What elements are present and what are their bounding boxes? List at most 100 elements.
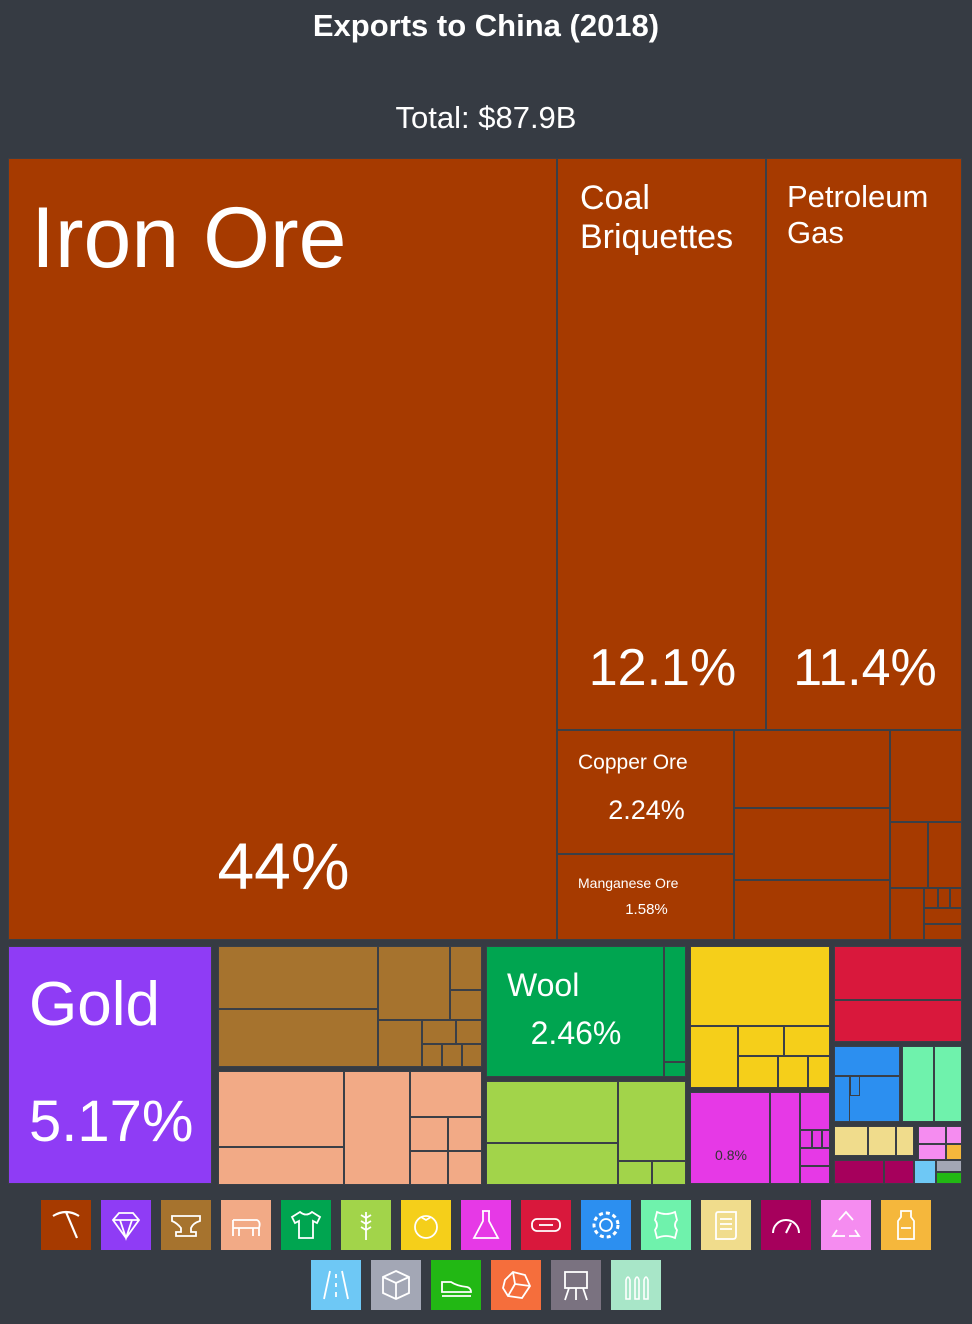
- treemap-cell-metal[interactable]: [442, 1044, 462, 1067]
- treemap-cell-metal[interactable]: [422, 1044, 442, 1067]
- treemap-cell-machine[interactable]: [834, 1046, 900, 1076]
- treemap-cell-small[interactable]: [936, 1160, 962, 1172]
- treemap-cell-plastic[interactable]: [834, 946, 962, 1000]
- treemap-cell-coal-briquettes[interactable]: Coal Briquettes 12.1%: [557, 158, 766, 730]
- legend-item-foodstuffs[interactable]: [401, 1200, 451, 1250]
- treemap-cell-textile[interactable]: [664, 946, 686, 1062]
- treemap-cell-mineral[interactable]: [950, 888, 962, 908]
- treemap-cell-copper-ore[interactable]: Copper Ore 2.24%: [557, 730, 734, 854]
- legend-item-mineral-products[interactable]: [41, 1200, 91, 1250]
- treemap-cell-chemical[interactable]: [800, 1130, 812, 1148]
- treemap-cell-mineral[interactable]: [890, 822, 928, 888]
- treemap-cell-mineral[interactable]: [890, 730, 962, 822]
- treemap-cell-mineral[interactable]: [938, 888, 950, 908]
- treemap-cell-animal[interactable]: [410, 1151, 448, 1185]
- treemap-cell-food[interactable]: [690, 946, 830, 1026]
- treemap-cell-vegetable[interactable]: [486, 1143, 618, 1185]
- treemap-cell-mineral[interactable]: [924, 908, 962, 924]
- treemap-cell-wool[interactable]: Wool 2.46%: [486, 946, 664, 1077]
- treemap-cell-metal[interactable]: [450, 946, 482, 990]
- legend-item-precious-metals[interactable]: [101, 1200, 151, 1250]
- treemap-cell-mineral[interactable]: [734, 880, 890, 940]
- legend-item-vegetable-products[interactable]: [341, 1200, 391, 1250]
- treemap-cell-misc[interactable]: [946, 1126, 962, 1144]
- treemap-cell-iron-ore[interactable]: Iron Ore 44%: [8, 158, 557, 940]
- treemap-cell-animal[interactable]: [410, 1117, 448, 1151]
- treemap-cell-instrument[interactable]: [884, 1160, 914, 1184]
- treemap-cell-misc[interactable]: [918, 1144, 946, 1160]
- treemap-cell-machine[interactable]: [850, 1076, 860, 1096]
- legend-item-stone-and-glass[interactable]: [491, 1260, 541, 1310]
- treemap-cell-animal[interactable]: [448, 1151, 482, 1185]
- treemap-cell-animal[interactable]: [218, 1071, 344, 1147]
- treemap-cell-textile[interactable]: [664, 1062, 686, 1077]
- treemap-cell-small[interactable]: [914, 1160, 936, 1184]
- treemap-cell-food[interactable]: [784, 1026, 830, 1056]
- treemap-cell-chemical[interactable]: [812, 1130, 822, 1148]
- treemap-cell-petroleum-gas[interactable]: Petroleum Gas 11.4%: [766, 158, 962, 730]
- treemap-cell-metal[interactable]: [462, 1044, 482, 1067]
- treemap-cell-mineral[interactable]: [928, 822, 962, 888]
- treemap-cell-chemical[interactable]: [800, 1166, 830, 1184]
- treemap-cell-small[interactable]: [946, 1144, 962, 1160]
- legend-item-footwear-headwear[interactable]: [431, 1260, 481, 1310]
- treemap-cell-metal[interactable]: [218, 1009, 378, 1067]
- treemap-cell-hide[interactable]: [902, 1046, 934, 1122]
- treemap-cell-metal[interactable]: [450, 990, 482, 1020]
- treemap-cell-manganese-ore[interactable]: Manganese Ore 1.58%: [557, 854, 734, 940]
- treemap-cell-vegetable[interactable]: [618, 1161, 652, 1185]
- legend-item-metals[interactable]: [161, 1200, 211, 1250]
- treemap-cell-chemical[interactable]: [800, 1092, 830, 1130]
- legend-item-weapons[interactable]: [611, 1260, 661, 1310]
- treemap-cell-plastic[interactable]: [834, 1000, 962, 1042]
- treemap-cell-metal[interactable]: [422, 1020, 456, 1044]
- legend-item-animal-hides[interactable]: [641, 1200, 691, 1250]
- treemap-cell-metal[interactable]: [378, 1020, 422, 1067]
- legend-item-arts-antiques[interactable]: [551, 1260, 601, 1310]
- treemap-cell-metal[interactable]: [218, 946, 378, 1009]
- treemap-cell-vegetable[interactable]: [486, 1081, 618, 1143]
- treemap-cell-metal[interactable]: [378, 946, 450, 1020]
- treemap-cell-chemical-main[interactable]: 0.8%: [690, 1092, 770, 1184]
- treemap-cell-chemical[interactable]: [822, 1130, 830, 1148]
- treemap-cell-instrument[interactable]: [834, 1160, 884, 1184]
- legend-item-animal-products[interactable]: [221, 1200, 271, 1250]
- treemap-cell-machine[interactable]: [834, 1076, 850, 1122]
- treemap-cell-metal[interactable]: [456, 1020, 482, 1044]
- legend-item-textiles[interactable]: [281, 1200, 331, 1250]
- legend-item-stone-glass[interactable]: [371, 1260, 421, 1310]
- treemap-cell-food[interactable]: [808, 1056, 830, 1088]
- treemap-cell-animal[interactable]: [410, 1071, 482, 1117]
- legend-item-transportation[interactable]: [311, 1260, 361, 1310]
- treemap-cell-paper[interactable]: [834, 1126, 868, 1156]
- treemap-cell-chemical[interactable]: [800, 1148, 830, 1166]
- treemap-cell-vegetable[interactable]: [652, 1161, 686, 1185]
- treemap-cell-food[interactable]: [738, 1056, 778, 1088]
- treemap-cell-gold[interactable]: Gold 5.17%: [8, 946, 212, 1184]
- treemap-cell-mineral[interactable]: [734, 808, 890, 880]
- treemap-cell-food[interactable]: [690, 1026, 738, 1088]
- treemap-cell-paper[interactable]: [896, 1126, 914, 1156]
- legend-item-instruments[interactable]: [761, 1200, 811, 1250]
- treemap-cell-mineral[interactable]: [890, 888, 924, 940]
- treemap-cell-animal[interactable]: [344, 1071, 410, 1185]
- legend-item-chemical-products[interactable]: [461, 1200, 511, 1250]
- treemap-cell-misc[interactable]: [918, 1126, 946, 1144]
- treemap-cell-animal[interactable]: [218, 1147, 344, 1185]
- treemap-cell-small[interactable]: [936, 1172, 962, 1184]
- legend-item-plastics-rubbers[interactable]: [521, 1200, 571, 1250]
- treemap-cell-food[interactable]: [738, 1026, 784, 1056]
- treemap-cell-vegetable[interactable]: [618, 1081, 686, 1161]
- treemap-cell-mineral[interactable]: [734, 730, 890, 808]
- treemap-cell-hide[interactable]: [934, 1046, 962, 1122]
- legend-item-machines[interactable]: [581, 1200, 631, 1250]
- treemap-cell-food[interactable]: [778, 1056, 808, 1088]
- treemap-cell-paper[interactable]: [868, 1126, 896, 1156]
- treemap-cell-mineral[interactable]: [924, 888, 938, 908]
- legend-item-miscellaneous[interactable]: [821, 1200, 871, 1250]
- treemap-cell-animal[interactable]: [448, 1117, 482, 1151]
- treemap-cell-chemical[interactable]: [770, 1092, 800, 1184]
- treemap-cell-mineral[interactable]: [924, 924, 962, 940]
- legend-item-animal-vegetable-fats[interactable]: [881, 1200, 931, 1250]
- legend-item-paper-goods[interactable]: [701, 1200, 751, 1250]
